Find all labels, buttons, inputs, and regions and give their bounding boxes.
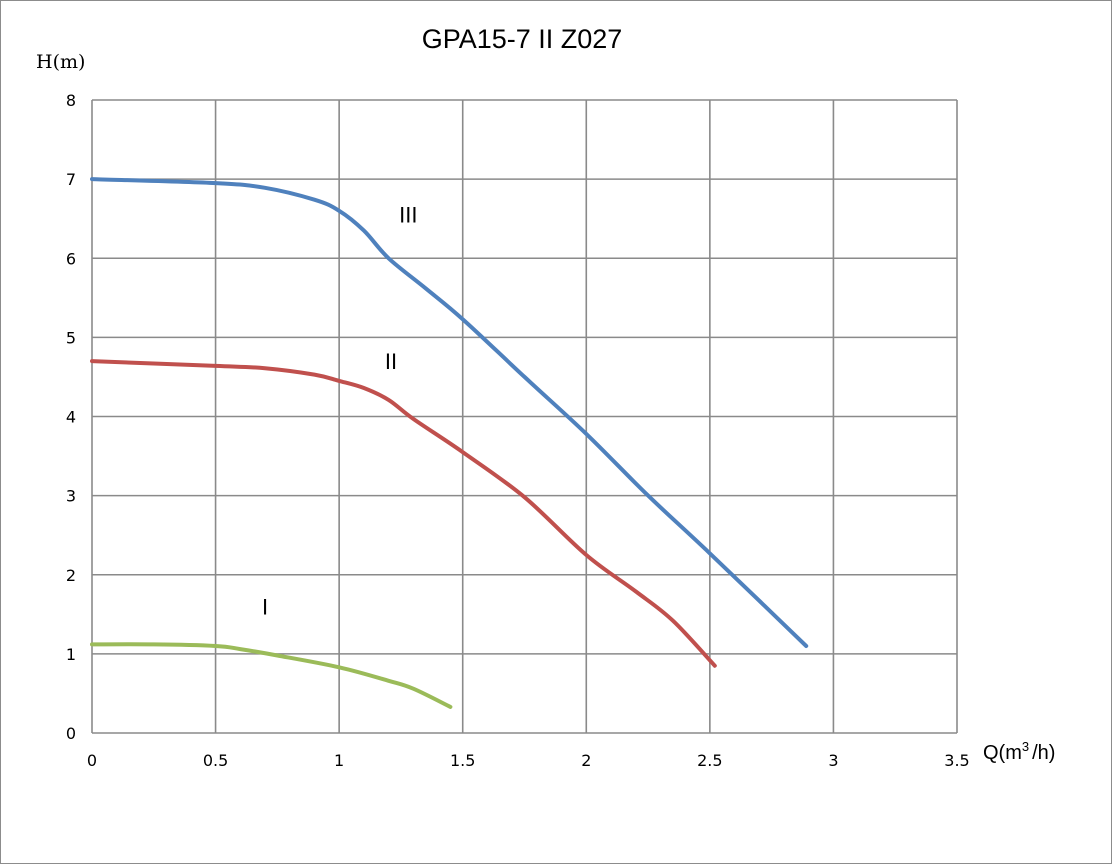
y-tick-label: 2	[66, 566, 76, 585]
y-tick-label: 5	[66, 328, 76, 347]
y-tick-label: 4	[66, 408, 76, 427]
x-tick-label: 1.5	[450, 751, 475, 770]
x-tick-label: 3	[828, 751, 838, 770]
curve-label-ii: II	[385, 349, 397, 374]
y-tick-label: 3	[66, 487, 76, 506]
curve-label-iii: III	[399, 203, 417, 228]
chart-title: GPA15-7 II Z027	[422, 24, 623, 54]
x-tick-label: 0	[87, 751, 97, 770]
x-tick-label: 2	[581, 751, 591, 770]
y-tick-label: 0	[66, 724, 76, 743]
y-axis-label: H(m)	[36, 51, 85, 73]
x-tick-label: 2.5	[697, 751, 722, 770]
y-tick-label: 7	[66, 170, 76, 189]
series-line-ii	[90, 359, 717, 668]
series-line-i	[90, 642, 453, 709]
x-axis-label: Q(m3/h)	[983, 739, 1055, 764]
y-tick-label: 8	[66, 91, 76, 110]
x-tick-label: 0.5	[203, 751, 228, 770]
y-tick-label: 6	[66, 249, 76, 268]
series-lines	[90, 177, 809, 709]
curve-label-i: I	[262, 594, 268, 619]
y-tick-label: 1	[66, 645, 76, 664]
x-tick-label: 1	[334, 751, 344, 770]
series-line-iii	[90, 177, 809, 648]
grid	[91, 99, 958, 734]
x-tick-label: 3.5	[944, 751, 969, 770]
tick-labels: 0 0.5 1 1.5 2 2.5 3 3.5 0 1 2 3 4 5 6 7 8	[66, 91, 970, 770]
